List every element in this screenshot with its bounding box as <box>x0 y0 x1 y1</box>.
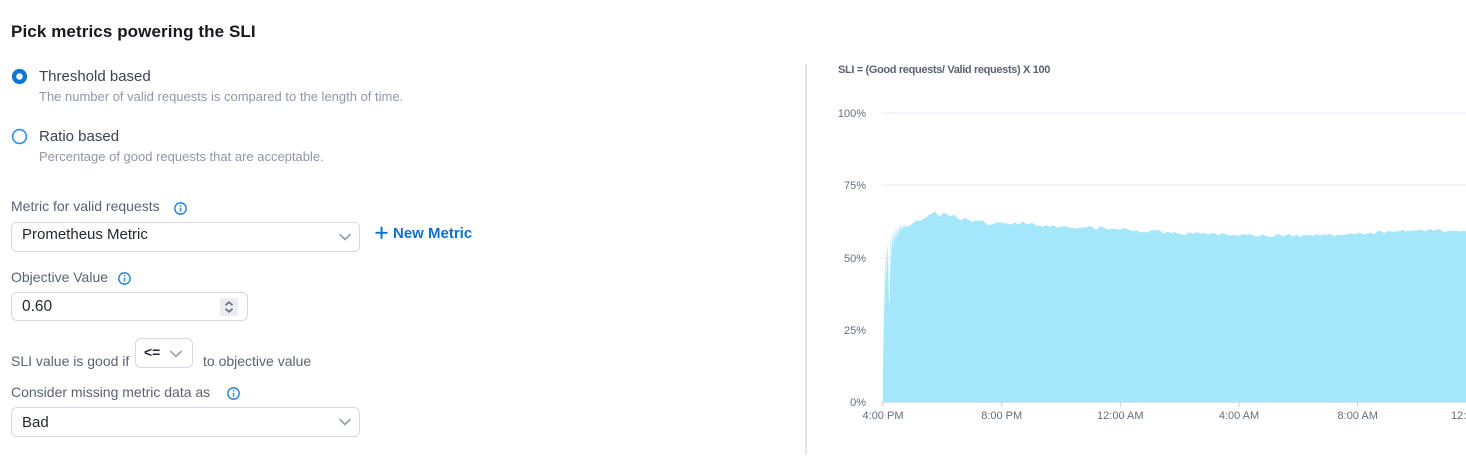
svg-text:100%: 100% <box>838 108 866 120</box>
svg-text:8:00 AM: 8:00 AM <box>1338 410 1378 422</box>
svg-text:0%: 0% <box>850 397 866 409</box>
svg-text:25%: 25% <box>844 325 866 337</box>
svg-text:4:00 AM: 4:00 AM <box>1219 410 1259 422</box>
svg-text:50%: 50% <box>844 253 866 265</box>
svg-text:12:00 PM: 12:00 PM <box>1451 410 1466 422</box>
svg-text:8:00 PM: 8:00 PM <box>981 410 1022 422</box>
svg-text:12:00 AM: 12:00 AM <box>1097 410 1143 422</box>
svg-text:4:00 PM: 4:00 PM <box>863 410 904 422</box>
svg-text:75%: 75% <box>844 180 866 192</box>
